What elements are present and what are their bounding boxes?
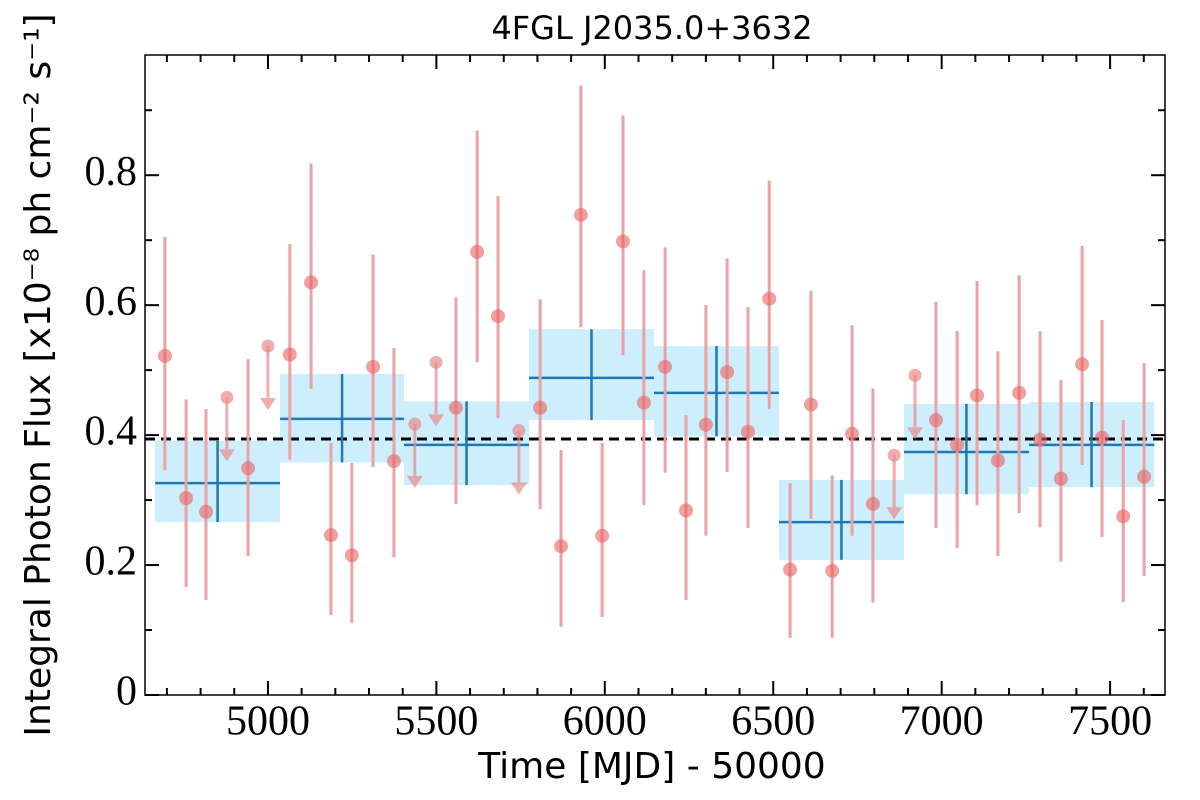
flux-point (282, 347, 297, 362)
x-tick-label: 7500 (1068, 699, 1152, 745)
upper-limit-arrow (406, 476, 423, 489)
flux-point (928, 413, 943, 428)
y-tick-label: 0.2 (85, 539, 138, 585)
flux-point (990, 453, 1005, 468)
flux-point (845, 426, 860, 441)
flux-point (1033, 432, 1048, 447)
flux-point (554, 539, 569, 554)
flux-point (678, 503, 693, 518)
y-tick-label: 0.4 (85, 409, 138, 455)
flux-point (198, 504, 213, 519)
upper-limit-point (408, 417, 422, 431)
flux-point (1137, 469, 1152, 484)
flux-point (344, 548, 359, 563)
upper-limit-arrow (259, 398, 276, 411)
flux-point (1075, 357, 1090, 372)
upper-limit-arrow (428, 414, 445, 427)
x-tick-label: 6500 (731, 699, 815, 745)
flux-point (157, 348, 172, 363)
flux-point (636, 395, 651, 410)
x-tick-label: 7000 (900, 699, 984, 745)
x-tick-label: 5000 (226, 699, 310, 745)
flux-point (825, 563, 840, 578)
flux-point (304, 275, 319, 290)
flux-point (595, 528, 610, 543)
upper-limit-point (429, 355, 443, 369)
flux-point (950, 437, 965, 452)
flux-point (698, 417, 713, 432)
upper-limit-arrow (510, 482, 527, 495)
upper-limit-point (887, 448, 901, 462)
plot-frame (144, 54, 1166, 696)
x-tick-label: 5500 (394, 699, 478, 745)
upper-limit-point (908, 368, 922, 382)
flux-point (366, 359, 381, 374)
flux-point (1053, 471, 1068, 486)
flux-point (615, 234, 630, 249)
y-axis-label: Integral Photon Flux [x10⁻⁸ ph cm⁻² s⁻¹] (18, 13, 59, 736)
flux-point (658, 359, 673, 374)
flux-point (803, 397, 818, 412)
chart-title: 4FGL J2035.0+3632 (491, 9, 812, 47)
flux-point (533, 400, 548, 415)
flux-point (448, 400, 463, 415)
flux-point (573, 207, 588, 222)
upper-limit-arrow (907, 427, 924, 440)
flux-point (491, 309, 506, 324)
flux-point (179, 491, 194, 506)
flux-point (783, 562, 798, 577)
upper-limit-point (512, 424, 526, 438)
upper-limit-point (220, 390, 234, 404)
flux-point (762, 291, 777, 306)
flux-point (1095, 430, 1110, 445)
y-tick-label: 0.6 (85, 279, 138, 325)
flux-point (720, 365, 735, 380)
flux-point (1116, 509, 1131, 524)
flux-point (386, 454, 401, 469)
x-tick-label: 6000 (563, 699, 647, 745)
y-tick-label: 0 (116, 669, 137, 715)
flux-point (470, 244, 485, 259)
upper-limit-arrow (886, 507, 903, 520)
flux-point (323, 528, 338, 543)
flux-point (1012, 385, 1027, 400)
y-tick-label: 0.8 (85, 149, 138, 195)
flux-point (241, 461, 256, 476)
flux-point (970, 388, 985, 403)
upper-limit-arrow (218, 449, 235, 462)
flux-point (865, 496, 880, 511)
x-axis-label: Time [MJD] - 50000 (477, 746, 825, 787)
upper-limit-point (261, 339, 275, 353)
flux-point (740, 424, 755, 439)
